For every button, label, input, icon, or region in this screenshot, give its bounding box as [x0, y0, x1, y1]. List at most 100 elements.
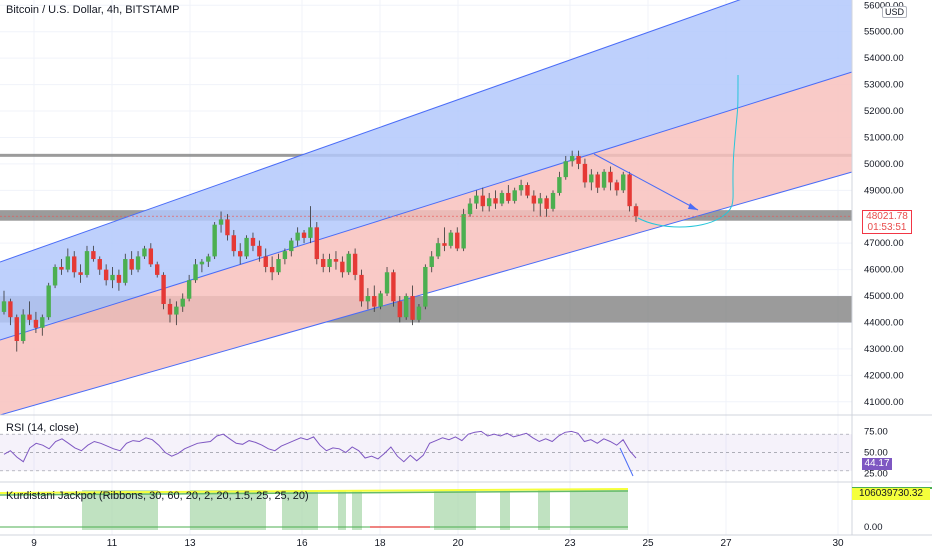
candle-body	[199, 261, 205, 265]
rsi-axis-label: 75.00	[864, 426, 888, 437]
candle-body	[493, 198, 498, 204]
candle-body	[582, 163, 588, 183]
candle-body	[193, 264, 198, 281]
kurdistani-yellow-line	[0, 488, 629, 494]
candle-body	[167, 303, 173, 315]
candle-body	[333, 259, 339, 262]
candle-body	[512, 190, 517, 201]
time-axis-label: 13	[184, 538, 196, 549]
candle-body	[148, 248, 154, 265]
channel-mid-line	[0, 71, 853, 341]
price-axis-label: 53000.00	[864, 80, 904, 91]
candle-body	[423, 266, 428, 307]
price-axis-label: 52000.00	[864, 106, 904, 117]
symbol-title[interactable]: Bitcoin / U.S. Dollar, 4h, BITSTAMP	[6, 4, 180, 16]
candle-body	[8, 301, 13, 318]
price-axis-label: 56000.00	[864, 0, 904, 11]
candle-body	[129, 259, 134, 270]
candle-body	[614, 182, 620, 191]
last-price-value: 48021.78	[866, 211, 908, 222]
candle-body	[180, 298, 185, 307]
candle-body	[486, 198, 492, 207]
kurdistani-signal-block	[500, 490, 510, 530]
rsi-pane[interactable]	[0, 430, 852, 477]
price-axis-label: 43000.00	[864, 344, 904, 355]
candle-body	[206, 256, 211, 262]
projection-arrow	[593, 153, 699, 211]
time-axis-label: 16	[296, 538, 308, 549]
candle-body	[518, 185, 524, 191]
candle-body	[78, 272, 83, 275]
bar-countdown: 01:53:51	[867, 222, 907, 233]
candle-body	[65, 256, 71, 270]
candle-body	[301, 232, 307, 238]
price-axis-label: 54000.00	[864, 53, 904, 64]
candle-body	[1, 301, 7, 312]
time-axis-label: 11	[107, 538, 118, 549]
candle-body	[257, 245, 262, 257]
rsi-projection-arrow	[619, 447, 634, 477]
candle-body	[20, 314, 26, 341]
price-axis-label: 49000.00	[864, 185, 904, 196]
candle-body	[263, 256, 268, 267]
price-axis[interactable]: 56000.00 55000.00 54000.00 53000.00 52000.00…	[864, 0, 904, 533]
kurdistani-signal-block	[352, 490, 362, 530]
time-axis-label: 30	[832, 538, 844, 549]
candle-body	[314, 227, 320, 260]
candle-body	[116, 274, 122, 283]
candle-body	[601, 171, 607, 188]
kurdistani-signal-block	[338, 490, 346, 530]
candle-body	[474, 195, 479, 204]
candle-body	[416, 306, 422, 320]
candle-body	[346, 253, 351, 273]
currency-badge[interactable]: USD	[882, 6, 908, 18]
time-axis-label: 20	[452, 538, 464, 549]
candle-body	[372, 296, 377, 307]
last-price-badge: 48021.78 01:53:51	[862, 210, 912, 234]
candle-body	[499, 192, 505, 204]
candle-body	[320, 259, 326, 267]
candle-body	[378, 293, 383, 307]
rsi-indicator-label[interactable]: RSI (14, close)	[6, 422, 79, 434]
kurdistani-value-badge: 106039730.32	[852, 488, 930, 500]
kurdistani-indicator-label[interactable]: Kurdistani Jackpot (Ribbons, 30, 60, 20,…	[6, 490, 309, 502]
candle-body	[621, 174, 626, 191]
candle-body	[359, 274, 364, 302]
candle-body	[72, 256, 77, 273]
candle-body	[174, 306, 179, 315]
candle-body	[340, 261, 345, 273]
candle-body	[448, 232, 454, 246]
candle-body	[52, 266, 58, 286]
candle-body	[506, 192, 511, 201]
price-axis-label: 51000.00	[864, 132, 904, 143]
candle-body	[276, 259, 281, 273]
candle-body	[244, 237, 249, 257]
candle-body	[467, 203, 473, 215]
candle-body	[480, 195, 485, 207]
candlestick-series	[1, 150, 639, 352]
time-axis[interactable]: 9 11 13 16 18 20 23 25 27 30	[31, 538, 844, 549]
candle-body	[212, 224, 217, 257]
kurdistani-signal-block	[82, 490, 158, 530]
candle-body	[161, 274, 166, 304]
candle-body	[429, 256, 434, 267]
candle-body	[384, 272, 390, 294]
projection-drawings[interactable]	[0, 74, 852, 228]
candle-body	[308, 227, 313, 238]
candle-body	[46, 285, 51, 318]
candle-body	[595, 174, 600, 188]
candle-body	[633, 206, 639, 217]
kurdistani-signal-block	[570, 490, 628, 530]
candle-body	[110, 274, 115, 281]
time-axis-label: 9	[31, 538, 37, 549]
parallel-channel[interactable]	[0, 0, 853, 416]
kurdistani-pane[interactable]	[0, 487, 932, 530]
time-axis-label: 25	[642, 538, 654, 549]
candle-body	[442, 243, 447, 246]
candle-body	[123, 259, 128, 283]
candle-body	[135, 256, 141, 270]
price-axis-label: 46000.00	[864, 265, 904, 276]
candle-body	[27, 314, 32, 320]
time-axis-label: 18	[374, 538, 386, 549]
